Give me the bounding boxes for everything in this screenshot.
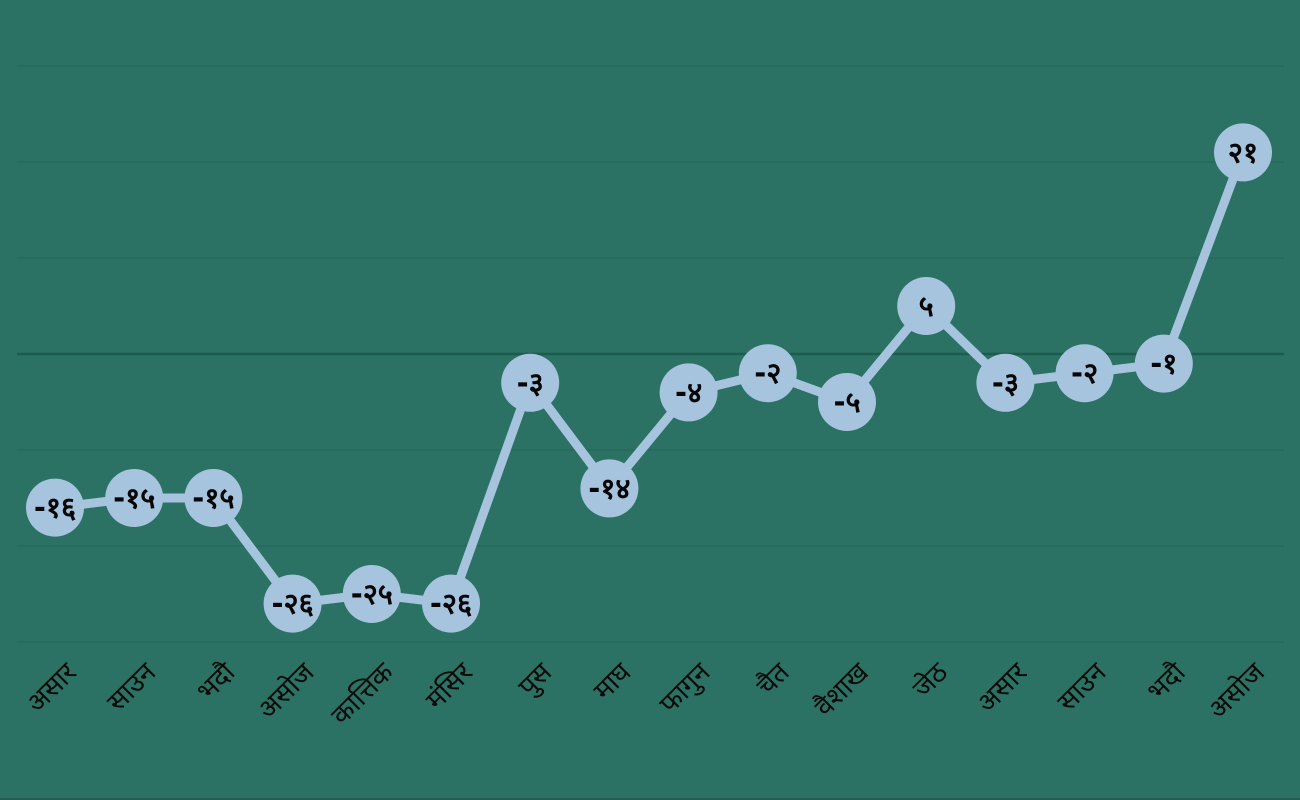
point-value-label: ५ (919, 289, 934, 323)
data-point-marker (263, 574, 322, 633)
x-axis-label: असोज (1202, 656, 1272, 726)
data-point-marker (26, 478, 84, 537)
x-axis-label: साउन (1052, 656, 1114, 718)
point-value-label: -१६ (34, 491, 76, 525)
x-axis-label: चैत (750, 656, 796, 702)
data-point-marker (1055, 344, 1114, 403)
data-point-marker (580, 459, 639, 518)
x-axis-label: वैशाख (808, 656, 875, 723)
data-points-group: -१६ -१५ -१५ -२६ -२५ -२६ -३ -१४ -४ -२ -५ ५ -३ -२ -१ २१ (26, 123, 1272, 633)
point-value-label: -५ (833, 385, 860, 419)
x-axis-label: माघ (588, 656, 638, 706)
data-point-marker (342, 565, 401, 623)
x-axis-label: भदौ (190, 656, 242, 708)
x-axis-label: कात्तिक (325, 655, 401, 731)
point-value-label: -२५ (351, 577, 393, 611)
point-value-label: -३ (992, 366, 1019, 400)
data-point-marker (1214, 123, 1272, 182)
x-axis-label: साउन (101, 656, 163, 718)
x-axis-label: असार (21, 656, 84, 719)
point-value-label: -२ (754, 356, 781, 390)
data-point-marker (818, 373, 876, 431)
x-axis-labels-group: असार साउन भदौ असोज कात्तिक मंसिर पुस माघ फागुन चै… (21, 655, 1272, 731)
point-value-label: -२६ (430, 587, 472, 621)
x-axis-label: पुस (512, 657, 559, 704)
data-point-marker (738, 344, 797, 403)
x-axis-label: फागुन (654, 656, 718, 720)
series-line (50, 147, 1248, 609)
data-point-marker (105, 469, 164, 527)
x-axis-label: असोज (251, 656, 321, 726)
data-point-marker (1134, 334, 1193, 393)
point-value-label: -१४ (588, 471, 630, 505)
point-value-label: -२ (1071, 356, 1098, 390)
data-point-marker (501, 353, 560, 412)
point-value-label: -२६ (271, 587, 313, 621)
x-axis-label: जेठ (906, 655, 955, 704)
point-value-label: २१ (1228, 135, 1258, 169)
bottom-edge-line (0, 798, 1300, 800)
point-value-label: -१ (1150, 347, 1177, 381)
point-value-label: -४ (675, 375, 702, 409)
x-axis-label: असार (971, 656, 1034, 719)
point-value-label: -१५ (113, 481, 155, 515)
data-point-marker (897, 277, 956, 335)
data-point-marker (422, 574, 480, 633)
data-point-marker (659, 363, 718, 422)
x-axis-label: भदौ (1141, 656, 1193, 708)
point-value-label: -३ (517, 366, 544, 400)
data-point-marker (184, 469, 243, 527)
point-value-label: -१५ (192, 481, 234, 515)
x-axis-label: मंसिर (419, 656, 479, 716)
data-point-marker (976, 353, 1035, 412)
